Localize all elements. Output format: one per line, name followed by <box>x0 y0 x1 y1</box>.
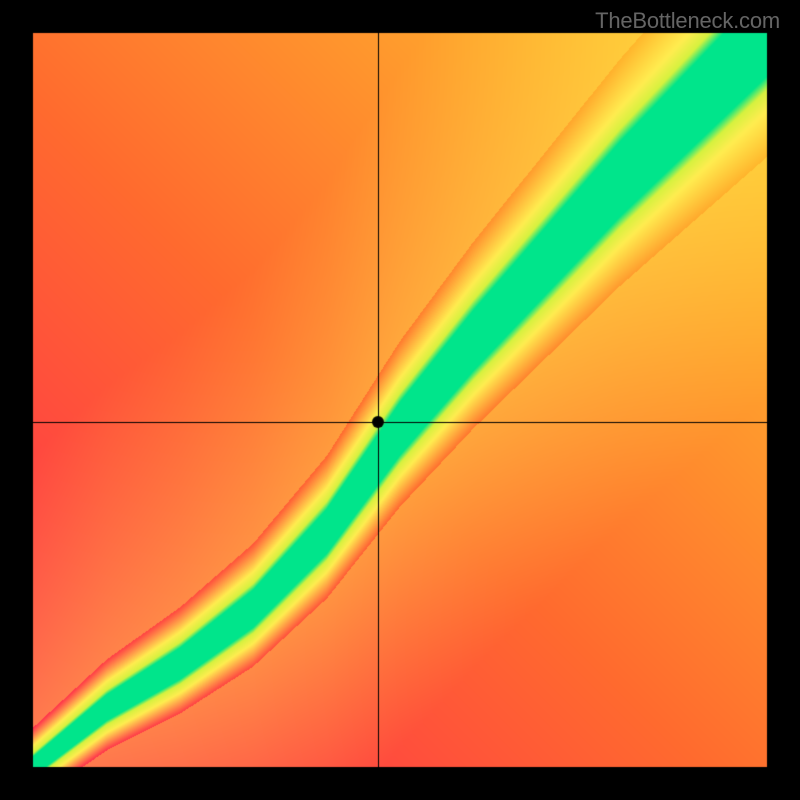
watermark-text: TheBottleneck.com <box>595 8 780 34</box>
chart-wrapper: TheBottleneck.com <box>0 0 800 800</box>
heatmap-canvas <box>0 0 800 800</box>
